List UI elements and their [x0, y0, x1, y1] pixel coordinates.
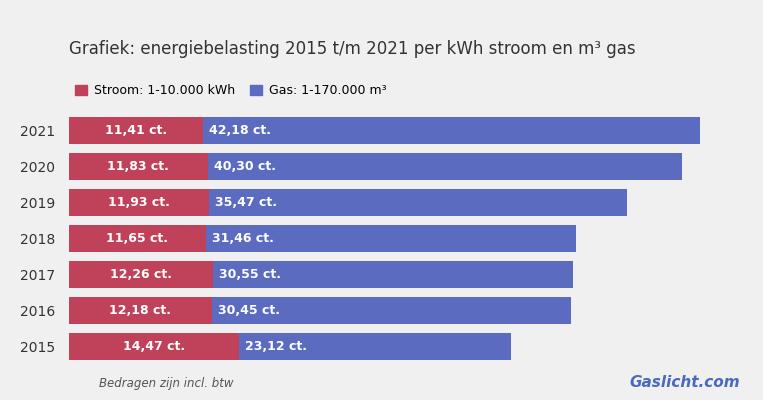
Bar: [213, 260, 573, 288]
Bar: [212, 296, 571, 324]
Bar: [69, 116, 203, 144]
Bar: [69, 224, 206, 252]
Text: 40,30 ct.: 40,30 ct.: [214, 160, 276, 172]
Text: 12,18 ct.: 12,18 ct.: [109, 304, 172, 316]
Bar: [206, 224, 576, 252]
Text: 11,93 ct.: 11,93 ct.: [108, 196, 170, 208]
Text: 11,65 ct.: 11,65 ct.: [106, 232, 169, 244]
Text: Grafiek: energiebelasting 2015 t/m 2021 per kWh stroom en m³ gas: Grafiek: energiebelasting 2015 t/m 2021 …: [69, 40, 636, 58]
Bar: [69, 332, 239, 360]
Bar: [239, 332, 511, 360]
Text: 14,47 ct.: 14,47 ct.: [123, 340, 185, 352]
Text: 30,55 ct.: 30,55 ct.: [219, 268, 281, 280]
Text: 31,46 ct.: 31,46 ct.: [211, 232, 274, 244]
Text: 12,26 ct.: 12,26 ct.: [110, 268, 172, 280]
Text: Bedragen zijn incl. btw: Bedragen zijn incl. btw: [99, 377, 233, 390]
Bar: [69, 296, 212, 324]
Bar: [69, 152, 208, 180]
Bar: [209, 188, 626, 216]
Bar: [208, 152, 682, 180]
Text: Gaslicht.com: Gaslicht.com: [629, 375, 740, 390]
Text: 23,12 ct.: 23,12 ct.: [245, 340, 307, 352]
Text: 11,83 ct.: 11,83 ct.: [108, 160, 169, 172]
Bar: [69, 260, 213, 288]
Text: 42,18 ct.: 42,18 ct.: [209, 124, 271, 136]
Text: 35,47 ct.: 35,47 ct.: [215, 196, 277, 208]
Bar: [203, 116, 700, 144]
Text: 11,41 ct.: 11,41 ct.: [105, 124, 167, 136]
Bar: [69, 188, 209, 216]
Text: 30,45 ct.: 30,45 ct.: [218, 304, 280, 316]
Legend: Stroom: 1-10.000 kWh, Gas: 1-170.000 m³: Stroom: 1-10.000 kWh, Gas: 1-170.000 m³: [75, 84, 386, 97]
